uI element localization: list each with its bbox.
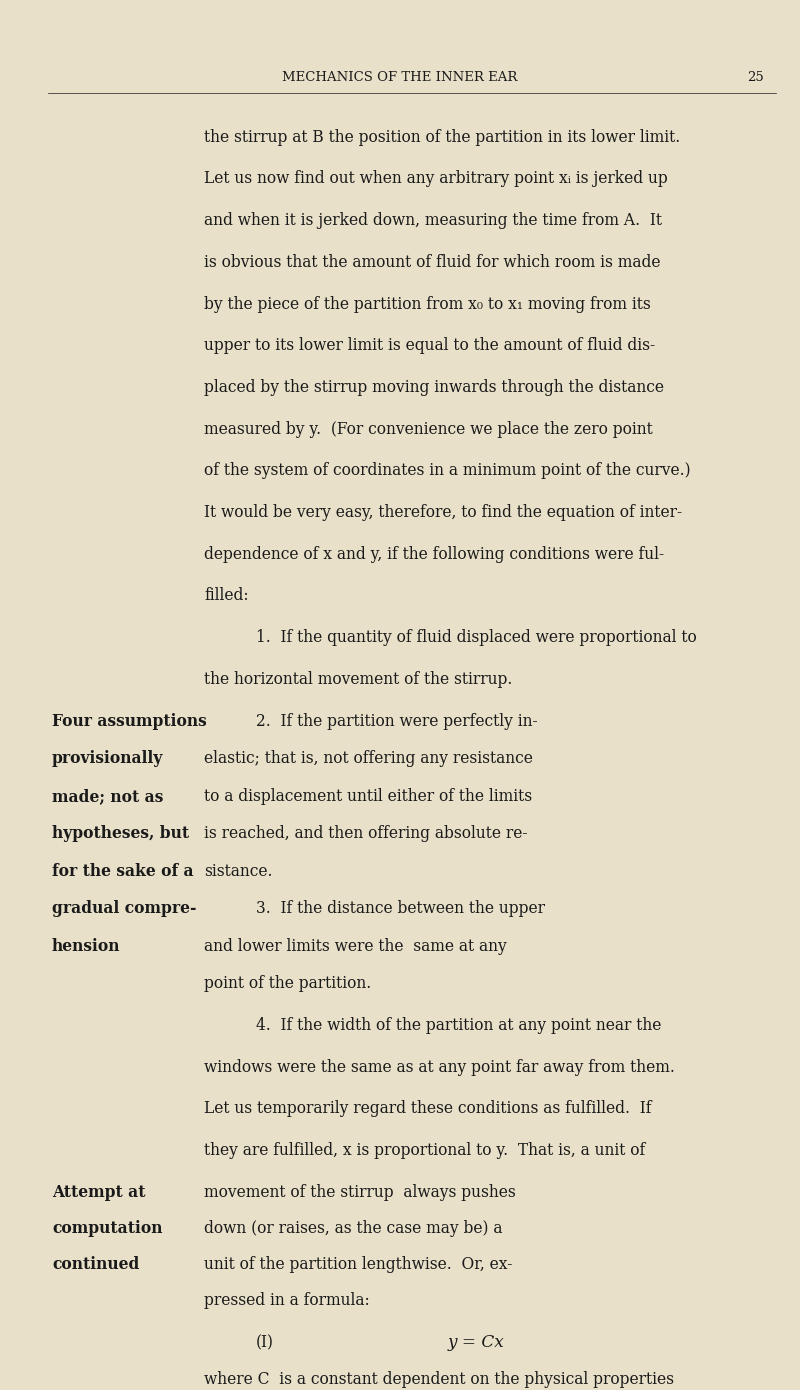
Text: upper to its lower limit is equal to the amount of fluid dis-: upper to its lower limit is equal to the… — [204, 338, 655, 354]
Text: elastic; that is, not offering any resistance: elastic; that is, not offering any resis… — [204, 751, 533, 767]
Text: hypotheses, but: hypotheses, but — [52, 826, 189, 842]
Text: and lower limits were the  same at any: and lower limits were the same at any — [204, 938, 506, 955]
Text: MECHANICS OF THE INNER EAR: MECHANICS OF THE INNER EAR — [282, 71, 518, 83]
Text: they are fulfilled, x is proportional to y.  That is, a unit of: they are fulfilled, x is proportional to… — [204, 1143, 646, 1159]
Text: Let us temporarily regard these conditions as fulfilled.  If: Let us temporarily regard these conditio… — [204, 1101, 651, 1118]
Text: 4.  If the width of the partition at any point near the: 4. If the width of the partition at any … — [256, 1017, 662, 1034]
Text: continued: continued — [52, 1257, 139, 1273]
Text: It would be very easy, therefore, to find the equation of inter-: It would be very easy, therefore, to fin… — [204, 505, 682, 521]
Text: where C  is a constant dependent on the physical properties: where C is a constant dependent on the p… — [204, 1372, 674, 1389]
Text: for the sake of a: for the sake of a — [52, 863, 194, 880]
Text: down (or raises, as the case may be) a: down (or raises, as the case may be) a — [204, 1220, 502, 1237]
Text: the horizontal movement of the stirrup.: the horizontal movement of the stirrup. — [204, 671, 512, 688]
Text: by the piece of the partition from x₀ to x₁ moving from its: by the piece of the partition from x₀ to… — [204, 296, 650, 313]
Text: 25: 25 — [747, 71, 764, 83]
Text: filled:: filled: — [204, 588, 249, 605]
Text: hension: hension — [52, 938, 121, 955]
Text: computation: computation — [52, 1220, 162, 1237]
Text: 2.  If the partition were perfectly in-: 2. If the partition were perfectly in- — [256, 713, 538, 730]
Text: placed by the stirrup moving inwards through the distance: placed by the stirrup moving inwards thr… — [204, 379, 664, 396]
Text: dependence of x and y, if the following conditions were ful-: dependence of x and y, if the following … — [204, 546, 664, 563]
Text: point of the partition.: point of the partition. — [204, 976, 371, 992]
Text: y = Cx: y = Cx — [448, 1334, 505, 1351]
Text: gradual compre-: gradual compre- — [52, 901, 197, 917]
Text: 3.  If the distance between the upper: 3. If the distance between the upper — [256, 901, 545, 917]
Text: measured by y.  (For convenience we place the zero point: measured by y. (For convenience we place… — [204, 421, 653, 438]
Text: pressed in a formula:: pressed in a formula: — [204, 1293, 370, 1309]
Text: provisionally: provisionally — [52, 751, 163, 767]
Text: of the system of coordinates in a minimum point of the curve.): of the system of coordinates in a minimu… — [204, 463, 690, 480]
Text: sistance.: sistance. — [204, 863, 273, 880]
Text: Let us now find out when any arbitrary point xᵢ is jerked up: Let us now find out when any arbitrary p… — [204, 171, 668, 188]
Text: 1.  If the quantity of fluid displaced were proportional to: 1. If the quantity of fluid displaced we… — [256, 630, 697, 646]
Text: is obvious that the amount of fluid for which room is made: is obvious that the amount of fluid for … — [204, 254, 661, 271]
Text: to a displacement until either of the limits: to a displacement until either of the li… — [204, 788, 532, 805]
Text: and when it is jerked down, measuring the time from A.  It: and when it is jerked down, measuring th… — [204, 213, 662, 229]
Text: unit of the partition lengthwise.  Or, ex-: unit of the partition lengthwise. Or, ex… — [204, 1257, 512, 1273]
Text: Four assumptions: Four assumptions — [52, 713, 206, 730]
Text: the stirrup at B the position of the partition in its lower limit.: the stirrup at B the position of the par… — [204, 129, 680, 146]
Text: made; not as: made; not as — [52, 788, 163, 805]
Text: Attempt at: Attempt at — [52, 1184, 146, 1201]
Text: is reached, and then offering absolute re-: is reached, and then offering absolute r… — [204, 826, 527, 842]
Text: movement of the stirrup  always pushes: movement of the stirrup always pushes — [204, 1184, 516, 1201]
Text: (I): (I) — [256, 1334, 274, 1351]
Text: windows were the same as at any point far away from them.: windows were the same as at any point fa… — [204, 1059, 675, 1076]
